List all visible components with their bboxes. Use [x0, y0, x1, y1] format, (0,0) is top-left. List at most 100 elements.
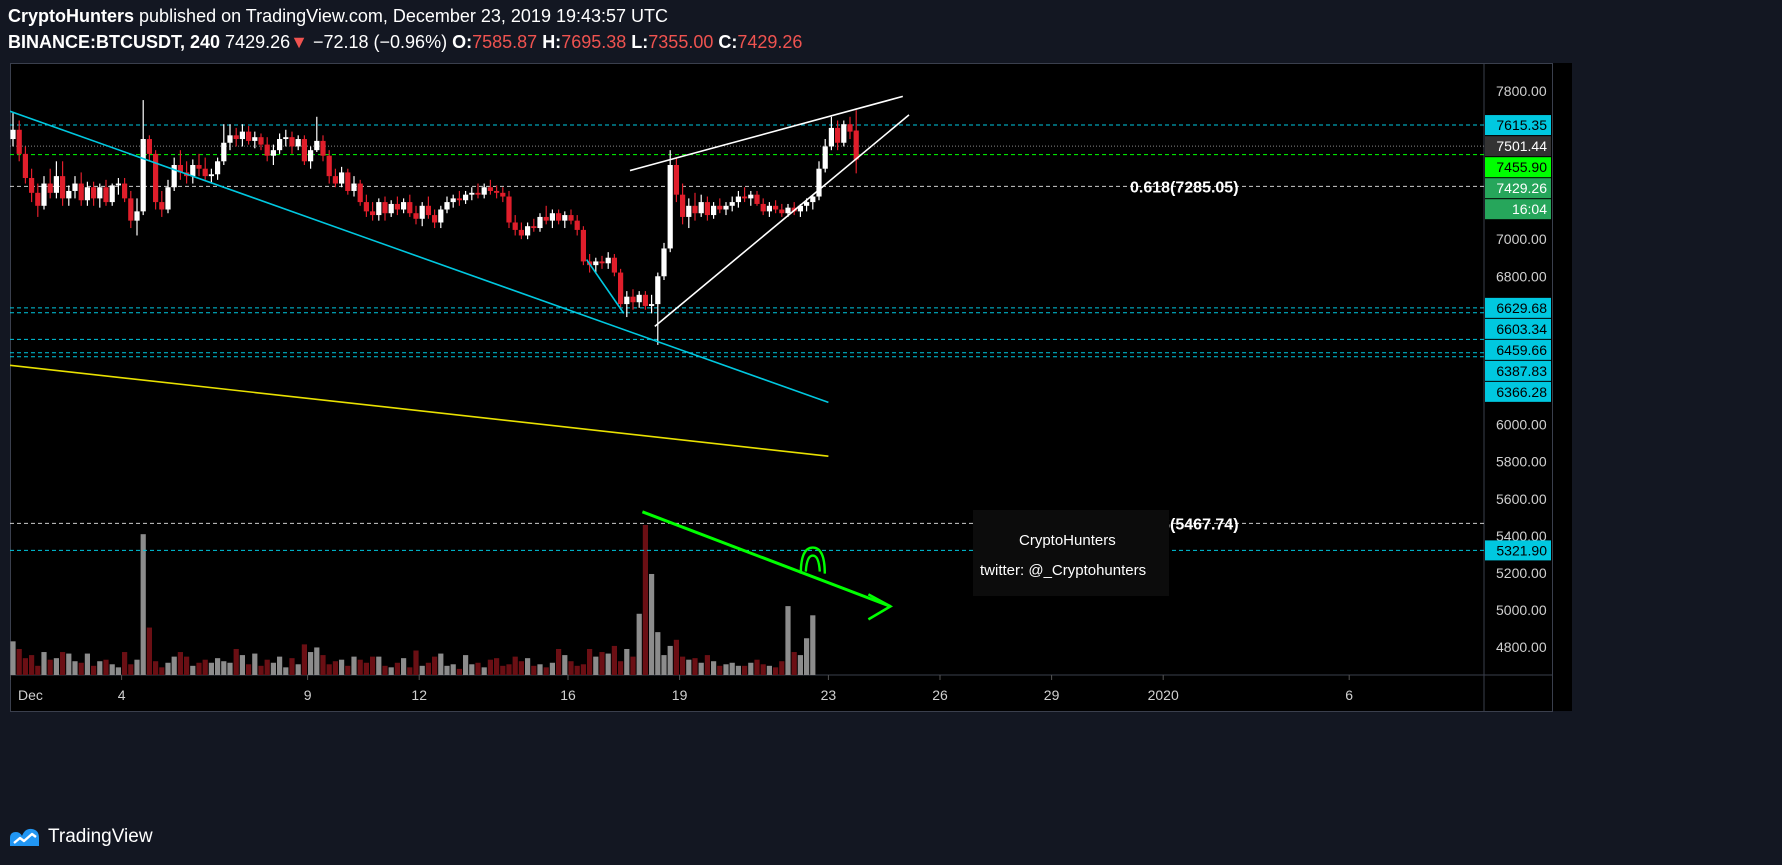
trendline-cyan [585, 259, 625, 314]
volume-bar [630, 656, 636, 675]
watermark-box [973, 510, 1169, 596]
candle-body [686, 205, 692, 217]
volume-bar [41, 652, 47, 675]
symbol-name[interactable]: BINANCE:BTCUSDT, 240 [8, 32, 221, 52]
tradingview-logo-icon[interactable] [8, 826, 42, 848]
volume-bar [500, 665, 506, 675]
candle-body [171, 165, 177, 188]
volume-bar [239, 655, 245, 675]
volume-bar [444, 665, 450, 675]
price-label-tag: 16:04 [1485, 199, 1551, 220]
volume-bar [456, 668, 462, 675]
volume-bar [301, 644, 307, 675]
trendline-white [654, 114, 910, 327]
volume-bar [227, 662, 233, 675]
trendline-cyan [10, 110, 829, 404]
close-label: C: [718, 32, 738, 52]
candle-body [239, 131, 245, 140]
footer-brand[interactable]: TradingView [48, 826, 153, 847]
candle-body [531, 226, 537, 229]
candle-body [593, 261, 599, 266]
candle-body [506, 196, 512, 223]
volume-bar [723, 664, 729, 675]
volume-bar [357, 659, 363, 675]
volume-bar [407, 667, 413, 675]
candle-body [748, 194, 754, 199]
volume-bar [190, 665, 196, 675]
candle-body [115, 183, 121, 186]
down-arrow-icon: ▼ [290, 32, 308, 52]
volume-bar [531, 665, 537, 675]
candle-body [215, 161, 221, 175]
candle-body [512, 222, 518, 230]
volume-bar [84, 653, 90, 675]
volume-bar [673, 639, 679, 675]
price-label-text: 16:04 [1512, 201, 1547, 217]
candle-body [103, 187, 109, 203]
volume-bar [153, 661, 159, 675]
candle-body [122, 183, 128, 199]
volume-bar [128, 664, 134, 675]
volume-bar [711, 661, 717, 675]
volume-bar [419, 665, 425, 675]
volume-bar [593, 656, 599, 675]
candle-body [568, 215, 574, 221]
volume-bar [432, 656, 438, 675]
volume-bar [91, 665, 97, 675]
candle-body [351, 183, 357, 191]
price-label-background [1485, 360, 1551, 381]
candle-body [394, 203, 400, 210]
time-axis-background [10, 675, 1572, 711]
volume-bar [735, 665, 741, 675]
volume-bar [165, 662, 171, 675]
candle-body [816, 168, 822, 197]
volume-bar [587, 648, 593, 675]
high-value: 7695.38 [561, 32, 627, 52]
candle-body [66, 190, 72, 199]
price-label-text: 6366.28 [1496, 384, 1547, 400]
published-text: published on TradingView.com, December 2… [139, 6, 669, 26]
candle-body [518, 229, 524, 236]
volume-bar [339, 659, 345, 675]
candle-body [84, 187, 90, 201]
volume-bar [246, 664, 252, 675]
volume-bar [766, 665, 772, 675]
price-label-background [1485, 115, 1551, 136]
trendline-green [641, 510, 891, 608]
volume-bar [16, 648, 22, 675]
volume-bar [773, 667, 779, 675]
author-name[interactable]: CryptoHunters [8, 6, 135, 26]
volume-bar [413, 650, 419, 675]
candle-body [357, 183, 363, 203]
volume-bar [525, 658, 531, 675]
volume-bar [506, 664, 512, 675]
price-chart[interactable]: 0.618(7285.05)0.786(5467.74)CryptoHunter… [10, 63, 1772, 812]
candle-body [500, 192, 506, 197]
time-tick-label: 4 [118, 687, 126, 703]
volume-bar [122, 652, 128, 675]
candle-body [47, 183, 53, 193]
candle-body [301, 139, 307, 162]
candle-body [618, 272, 624, 305]
low-label: L: [631, 32, 649, 52]
candle-body [159, 202, 165, 210]
volume-bar [370, 656, 376, 675]
open-value: 7585.87 [472, 32, 538, 52]
volume-bar [692, 658, 698, 675]
volume-bar [636, 613, 642, 675]
volume-bar [295, 664, 301, 675]
candle-body [804, 202, 810, 206]
volume-bar [258, 665, 264, 675]
candle-body [580, 229, 586, 262]
candle-body [717, 205, 723, 210]
price-tick-label: 5400.00 [1496, 528, 1547, 544]
volume-bar [760, 664, 766, 675]
candle-body [481, 187, 487, 195]
volume-bar [159, 667, 165, 675]
price-label-text: 5321.90 [1496, 542, 1547, 558]
volume-bar [642, 525, 648, 675]
candle-body [649, 304, 655, 306]
volume-bar [103, 659, 109, 675]
volume-bar [314, 647, 320, 675]
price-tick-label: 5800.00 [1496, 454, 1547, 470]
